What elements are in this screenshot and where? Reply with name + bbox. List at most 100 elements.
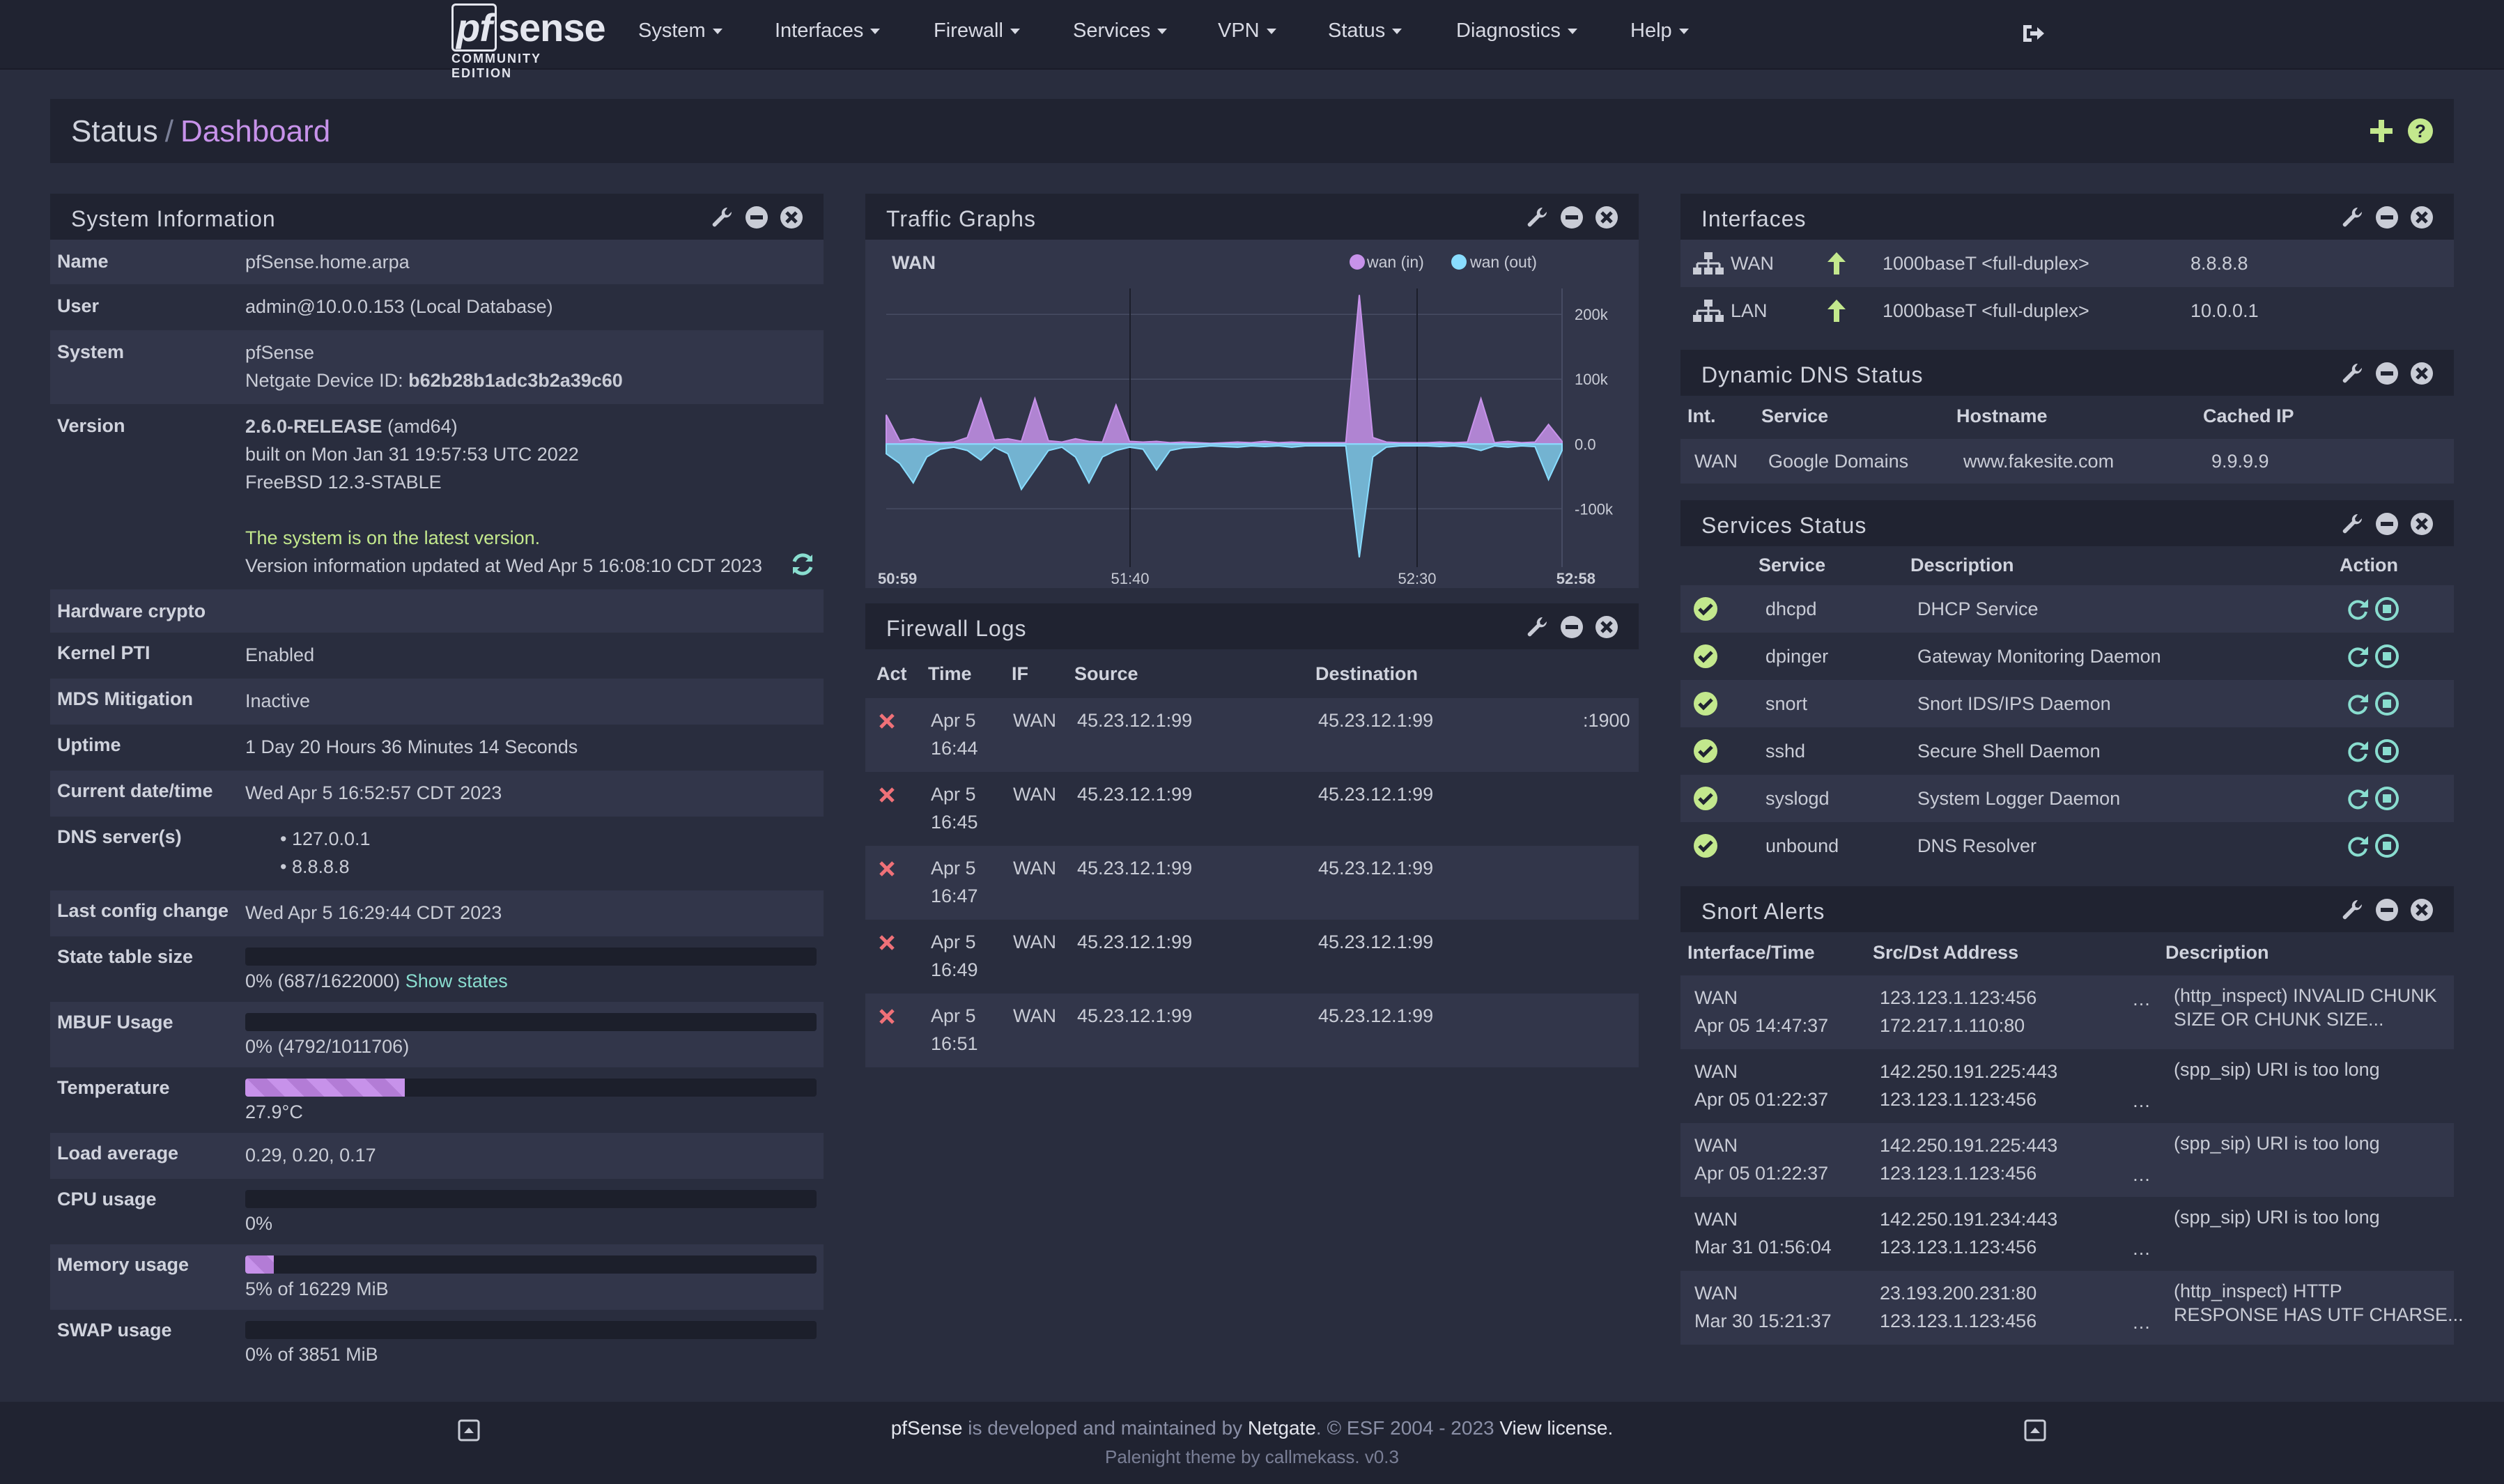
legend-in-swatch <box>1350 254 1365 270</box>
alert-row[interactable]: WAN Apr 05 01:22:37 142.250.191.225:443 … <box>1680 1049 2454 1123</box>
table-row[interactable]: Apr 5 16:47 WAN 45.23.12.1:99 45.23.12.1… <box>865 846 1639 920</box>
restart-icon[interactable] <box>2345 833 2370 858</box>
close-icon[interactable] <box>2409 511 2434 536</box>
wrench-icon[interactable] <box>2340 897 2365 922</box>
table-row[interactable]: Apr 5 16:49 WAN 45.23.12.1:99 45.23.12.1… <box>865 920 1639 994</box>
stop-icon[interactable] <box>2374 833 2399 858</box>
restart-icon[interactable] <box>2345 691 2370 716</box>
alert-row[interactable]: WAN Apr 05 01:22:37 142.250.191.225:443 … <box>1680 1123 2454 1197</box>
close-icon[interactable] <box>2409 361 2434 386</box>
alert-row[interactable]: WAN Mar 30 15:21:37 23.193.200.231:80 12… <box>1680 1271 2464 1345</box>
alert-more-icon[interactable]: … <box>2132 1164 2151 1185</box>
minimize-icon[interactable] <box>1559 205 1584 230</box>
wrench-icon[interactable] <box>2340 511 2365 536</box>
breadcrumb-status[interactable]: Status <box>71 114 158 148</box>
log-source-link[interactable]: 45.23.12.1:99 <box>1077 1005 1193 1026</box>
close-icon[interactable] <box>2409 897 2434 922</box>
nav-help[interactable]: Help <box>1630 20 1689 42</box>
log-destination-link[interactable]: 45.23.12.1:99 <box>1318 784 1434 805</box>
minimize-icon[interactable] <box>2374 511 2399 536</box>
panel-header: Services Status <box>1680 500 2454 546</box>
log-destination-link[interactable]: 45.23.12.1:99 <box>1318 932 1434 952</box>
panel-header: Traffic Graphs <box>865 194 1639 240</box>
y-tick-label: 200k <box>1575 306 1609 323</box>
legend-in-label[interactable]: wan (in) <box>1366 253 1424 271</box>
wrench-icon[interactable] <box>1524 205 1549 230</box>
log-source-link[interactable]: 45.23.12.1:99 <box>1077 710 1193 731</box>
interface-name-link[interactable]: LAN <box>1731 300 1768 321</box>
label-dns: DNS server(s) <box>57 826 182 847</box>
panel-title: Traffic Graphs <box>886 206 1036 231</box>
log-source-link[interactable]: 45.23.12.1:99 <box>1077 932 1193 952</box>
nav-vpn[interactable]: VPN <box>1218 20 1276 42</box>
alert-more-icon[interactable]: … <box>2132 1090 2151 1111</box>
nav-label: Firewall <box>934 20 1003 42</box>
legend-out-label[interactable]: wan (out) <box>1469 253 1537 271</box>
row-user: User admin@10.0.0.153 (Local Database) <box>50 284 824 330</box>
nav-firewall[interactable]: Firewall <box>934 20 1020 42</box>
footer-company-link[interactable]: Netgate <box>1247 1417 1316 1439</box>
wrench-icon[interactable] <box>2340 361 2365 386</box>
x-tick-label: 52:58 <box>1556 570 1595 587</box>
footer-brand[interactable]: pfSense <box>890 1417 963 1439</box>
log-source-link[interactable]: 45.23.12.1:99 <box>1077 858 1193 879</box>
close-icon[interactable] <box>779 205 804 230</box>
stop-icon[interactable] <box>2374 691 2399 716</box>
scroll-top-icon[interactable] <box>2023 1419 2047 1442</box>
value-cpu: 0% <box>245 1213 273 1234</box>
minimize-icon[interactable] <box>744 205 769 230</box>
add-widget-icon[interactable] <box>2367 117 2395 145</box>
view-license-link[interactable]: View license. <box>1499 1417 1614 1439</box>
nav-diagnostics[interactable]: Diagnostics <box>1456 20 1577 42</box>
service-description: DNS Resolver <box>1917 835 2037 856</box>
minimize-icon[interactable] <box>2374 361 2399 386</box>
alert-more-icon[interactable]: … <box>2132 1238 2151 1259</box>
restart-icon[interactable] <box>2345 739 2370 764</box>
log-source-link[interactable]: 45.23.12.1:99 <box>1077 784 1193 805</box>
minimize-icon[interactable] <box>1559 615 1584 640</box>
logout-icon[interactable] <box>2019 20 2047 47</box>
nav-services[interactable]: Services <box>1073 20 1168 42</box>
interface-name-link[interactable]: WAN <box>1731 253 1774 274</box>
stop-icon[interactable] <box>2374 739 2399 764</box>
restart-icon[interactable] <box>2345 786 2370 811</box>
alert-row[interactable]: WAN Mar 31 01:56:04 142.250.191.234:443 … <box>1680 1197 2454 1271</box>
log-destination-link[interactable]: 45.23.12.1:99 <box>1318 858 1434 879</box>
table-row[interactable]: Apr 5 16:44 WAN 45.23.12.1:99 45.23.12.1… <box>865 698 1639 772</box>
close-icon[interactable] <box>1594 205 1619 230</box>
stop-icon[interactable] <box>2374 644 2399 669</box>
stop-icon[interactable] <box>2374 786 2399 811</box>
alert-row[interactable]: WAN Apr 05 14:47:37 123.123.1.123:456 17… <box>1680 975 2454 1049</box>
wrench-icon[interactable] <box>709 205 734 230</box>
breadcrumb-dashboard[interactable]: Dashboard <box>180 114 331 148</box>
nav-status[interactable]: Status <box>1328 20 1402 42</box>
minimize-icon[interactable] <box>2374 897 2399 922</box>
top-navbar: pf sense COMMUNITY EDITION System Interfa… <box>0 0 2504 80</box>
nav-interfaces[interactable]: Interfaces <box>775 20 881 42</box>
close-icon[interactable] <box>2409 205 2434 230</box>
panel-header: Dynamic DNS Status <box>1680 350 2454 396</box>
pfsense-logo[interactable]: pf sense COMMUNITY EDITION <box>451 3 606 80</box>
label-datetime: Current date/time <box>57 780 213 801</box>
scroll-top-icon[interactable] <box>457 1419 481 1442</box>
help-icon[interactable]: ? <box>2406 117 2434 145</box>
table-row[interactable]: Apr 5 16:51 WAN 45.23.12.1:99 45.23.12.1… <box>865 994 1639 1067</box>
table-row[interactable]: Apr 5 16:45 WAN 45.23.12.1:99 45.23.12.1… <box>865 772 1639 846</box>
panel-header: Firewall Logs <box>865 603 1639 649</box>
close-icon[interactable] <box>1594 615 1619 640</box>
refresh-version-icon[interactable] <box>789 550 817 578</box>
wrench-icon[interactable] <box>2340 205 2365 230</box>
restart-icon[interactable] <box>2345 644 2370 669</box>
show-states-link[interactable]: Show states <box>405 971 508 991</box>
restart-icon[interactable] <box>2345 596 2370 621</box>
minimize-icon[interactable] <box>2374 205 2399 230</box>
alert-more-icon[interactable]: … <box>2132 989 2151 1010</box>
log-destination-link[interactable]: 45.23.12.1:99 <box>1318 1005 1434 1026</box>
traffic-chart[interactable]: WAN wan (in) wan (out) 200k 100k 0.0 -100k 5… <box>865 240 1639 588</box>
log-destination-link[interactable]: 45.23.12.1:99 <box>1318 710 1434 731</box>
nav-system[interactable]: System <box>638 20 722 42</box>
panel-controls <box>2340 361 2434 386</box>
stop-icon[interactable] <box>2374 596 2399 621</box>
wrench-icon[interactable] <box>1524 615 1549 640</box>
alert-more-icon[interactable]: … <box>2132 1312 2151 1333</box>
